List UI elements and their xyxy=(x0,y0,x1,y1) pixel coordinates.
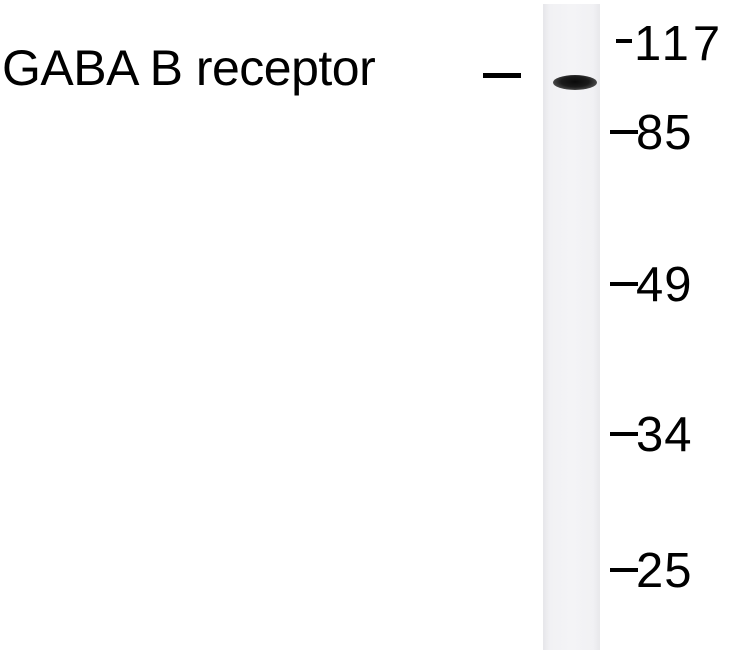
protein-band xyxy=(553,75,597,90)
marker-value: 117 xyxy=(634,17,725,71)
mw-marker-117: 117 xyxy=(610,14,738,74)
marker-tick xyxy=(610,282,638,286)
protein-label: GABA B receptor xyxy=(2,40,376,96)
marker-value: 85 xyxy=(636,106,693,160)
marker-tick xyxy=(610,432,638,436)
band-pointer-dash xyxy=(483,73,521,78)
marker-value: 34 xyxy=(636,408,693,462)
marker-tick xyxy=(610,130,638,134)
blot-lane xyxy=(543,4,600,650)
marker-tick xyxy=(610,568,638,572)
mw-marker-49: 49 xyxy=(610,255,738,315)
marker-tick xyxy=(616,39,632,43)
mw-marker-25: 25 xyxy=(610,541,738,601)
marker-value: 49 xyxy=(636,258,693,312)
mw-marker-85: 85 xyxy=(610,103,738,163)
marker-value: 25 xyxy=(636,544,693,598)
mw-marker-34: 34 xyxy=(610,405,738,465)
